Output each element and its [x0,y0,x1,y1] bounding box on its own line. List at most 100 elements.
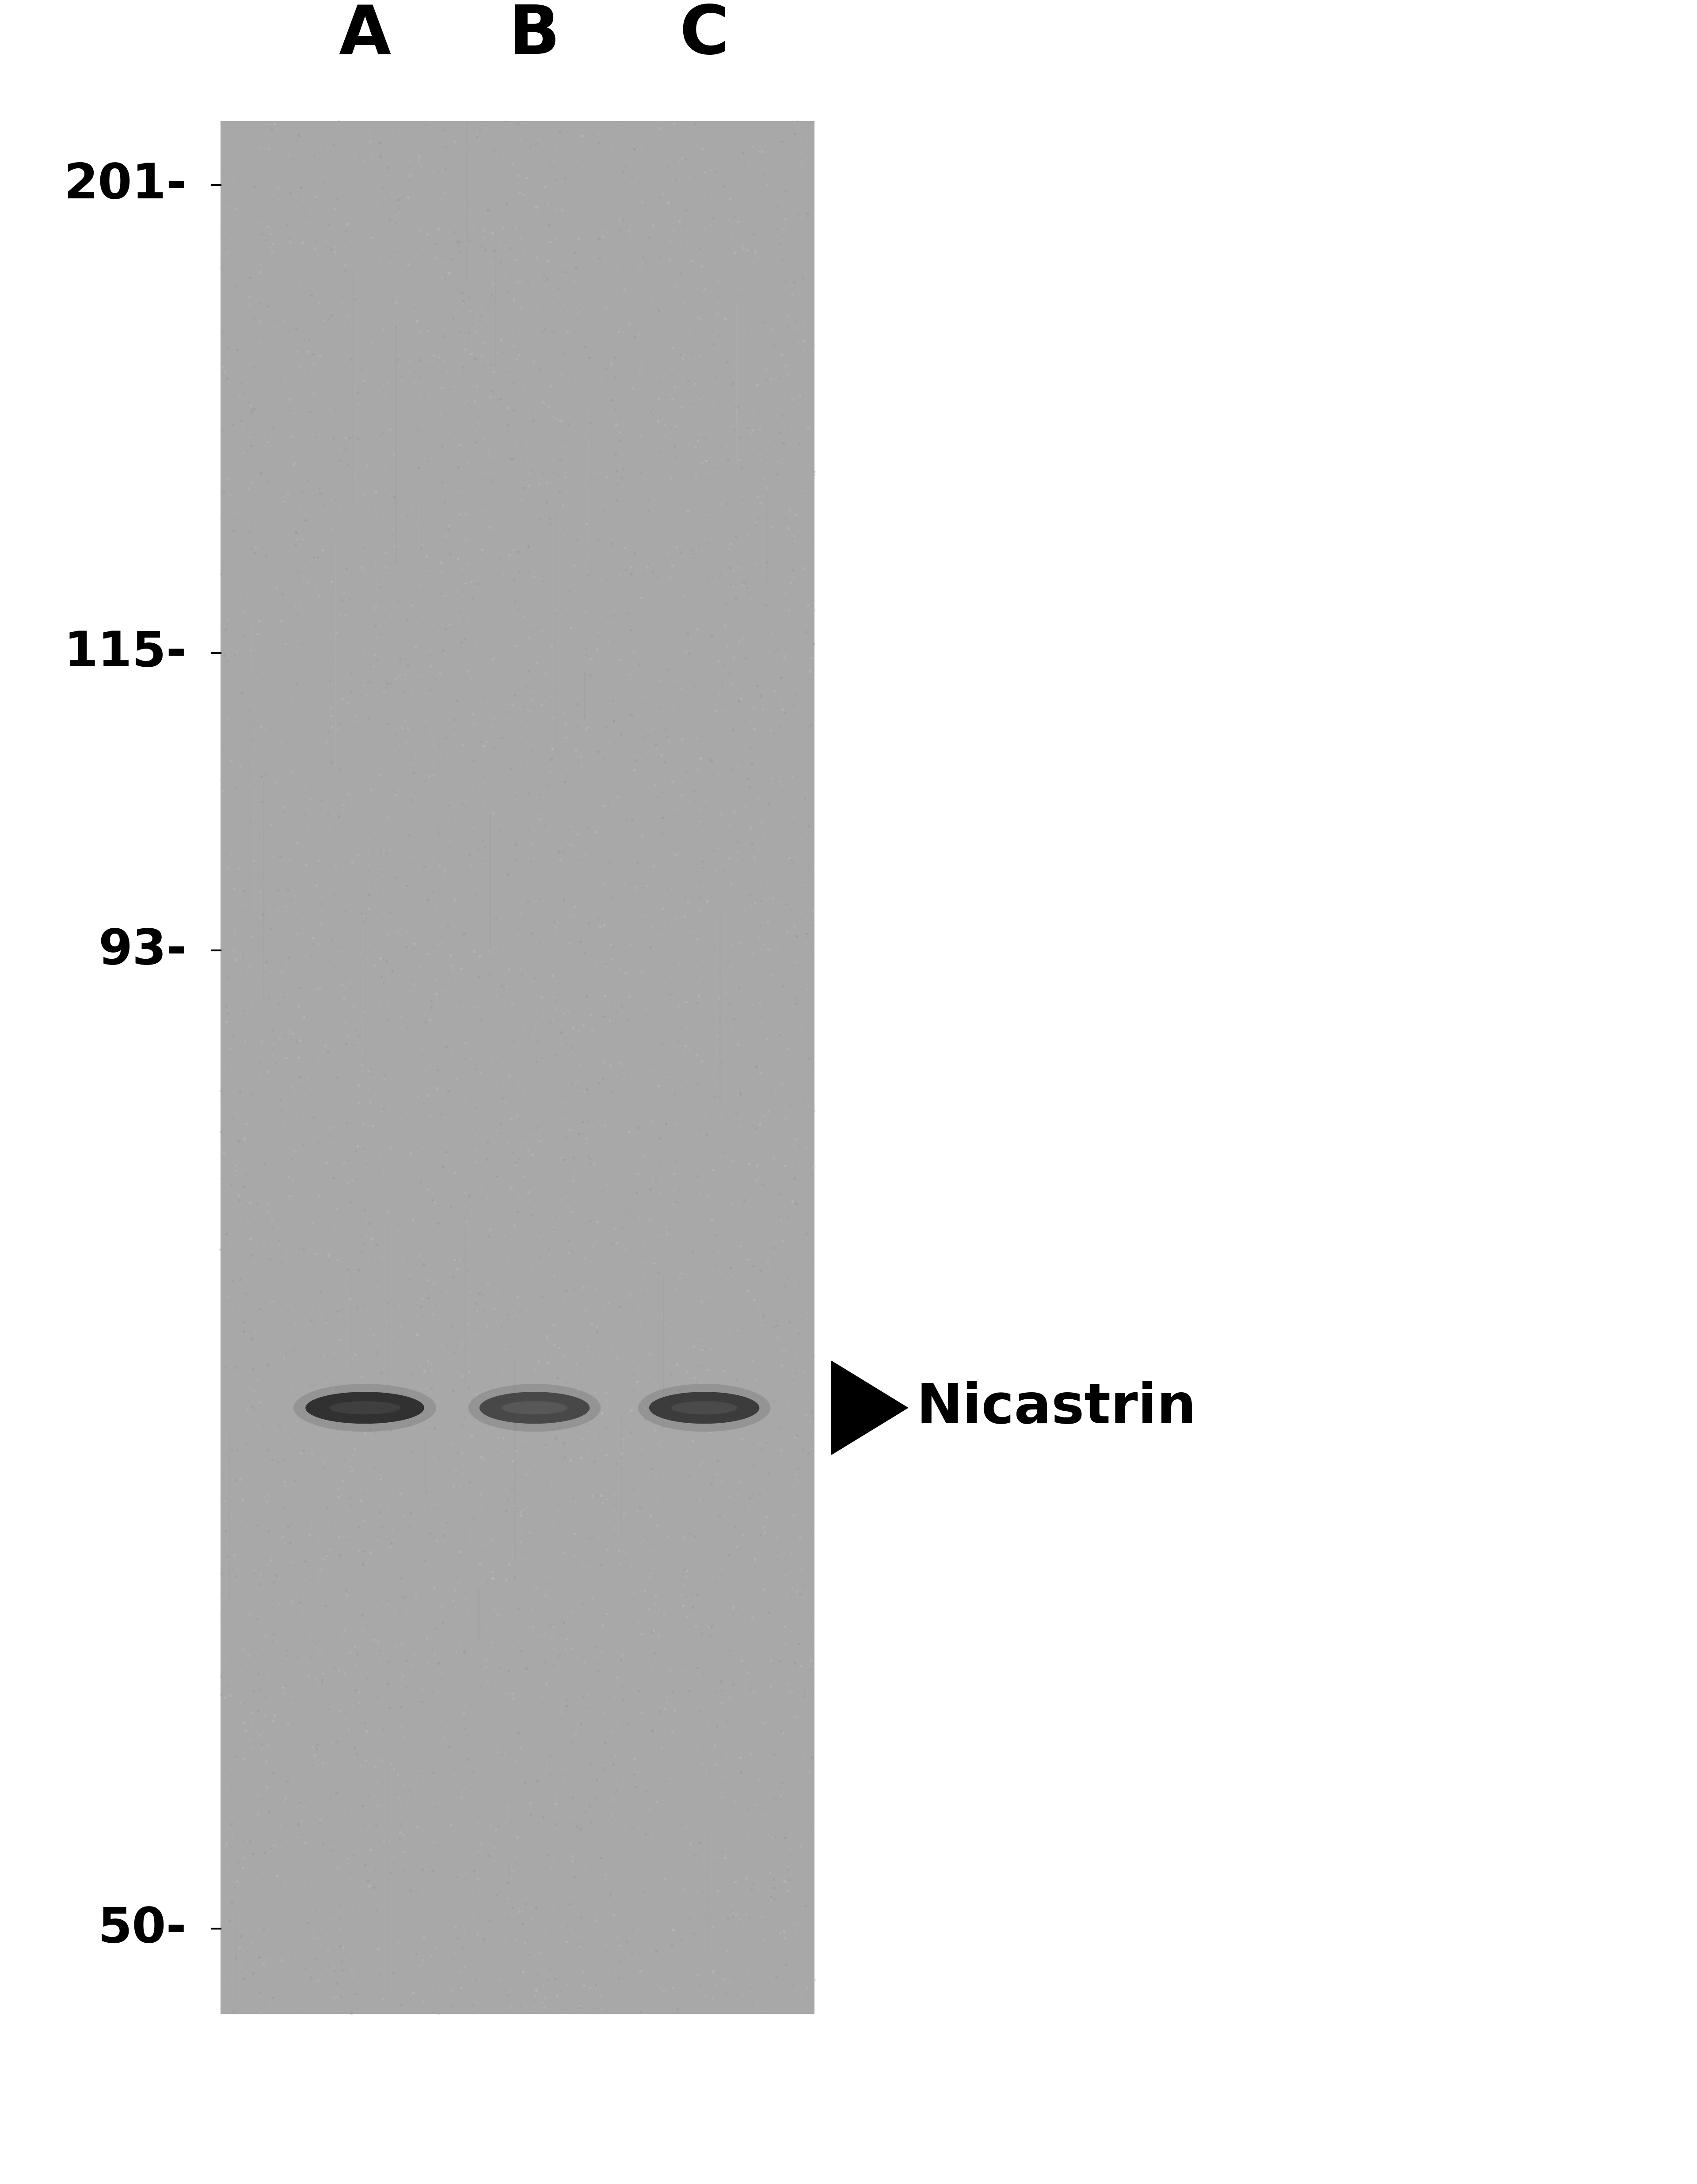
Point [241,1896,268,1931]
Point [687,1448,714,1483]
Point [664,686,691,721]
Point [363,948,390,983]
Point [475,1664,502,1699]
Point [652,365,679,400]
Point [450,1664,477,1699]
Point [640,1114,667,1149]
Point [750,1313,777,1348]
Point [434,1714,462,1749]
Point [412,764,440,799]
Point [443,1985,470,2020]
Point [536,207,563,242]
Point [355,581,382,616]
Point [728,336,755,371]
Point [390,1835,417,1870]
Point [311,1389,338,1424]
Point [570,1749,597,1784]
Point [479,373,506,408]
Point [467,1546,494,1581]
Point [584,461,611,496]
Point [292,179,319,214]
Point [350,904,377,939]
Point [791,1675,818,1710]
Point [626,1516,653,1551]
Point [786,1902,813,1937]
Point [400,365,428,400]
Point [489,1308,516,1343]
Point [292,1068,319,1103]
Point [411,408,438,443]
Point [587,909,614,943]
Point [757,1247,784,1282]
Point [524,797,552,832]
Point [487,856,514,891]
Point [409,529,436,563]
Point [635,533,662,568]
Point [470,325,497,360]
Point [731,507,759,542]
Point [382,205,409,240]
Point [338,555,365,590]
Point [572,1627,599,1662]
Point [463,1048,490,1083]
Ellipse shape [648,1391,759,1424]
Point [699,1607,726,1642]
Point [384,1599,411,1634]
Point [730,946,757,981]
Point [597,146,624,181]
Point [417,1754,445,1789]
Point [669,721,696,756]
Point [480,701,507,736]
Point [655,535,682,570]
Point [655,1345,682,1380]
Point [428,1343,455,1378]
Point [361,1079,389,1114]
Point [355,649,382,684]
Point [249,804,277,839]
Point [329,456,356,491]
Point [424,1219,451,1254]
Point [367,419,394,454]
Point [550,1380,577,1415]
Point [331,981,358,1016]
Point [541,1631,568,1666]
Point [387,264,414,299]
Point [577,153,604,188]
Point [647,1372,674,1406]
Point [399,1435,426,1470]
Point [470,1520,497,1555]
Point [409,1037,436,1072]
Point [747,413,774,448]
Point [565,1116,592,1151]
Point [426,791,453,826]
Point [653,1791,680,1826]
Point [400,258,428,293]
Point [394,1509,421,1544]
Point [767,1018,794,1053]
Point [531,306,558,341]
Point [764,1920,791,1955]
Point [762,841,789,876]
Point [494,574,521,609]
Point [317,948,344,983]
Point [640,513,667,548]
Point [531,834,558,869]
Point [283,520,311,555]
Point [370,181,397,216]
Point [389,1404,416,1439]
Point [594,1828,621,1863]
Point [670,858,697,893]
Point [249,216,277,251]
Point [361,692,389,727]
Point [372,256,399,290]
Point [562,378,589,413]
Point [764,212,791,247]
Point [555,487,582,522]
Point [502,341,529,376]
Point [574,1939,601,1974]
Point [540,1002,567,1037]
Point [587,1841,614,1876]
Point [728,1230,755,1265]
Point [251,1658,278,1693]
Text: 93-: 93- [98,926,187,974]
